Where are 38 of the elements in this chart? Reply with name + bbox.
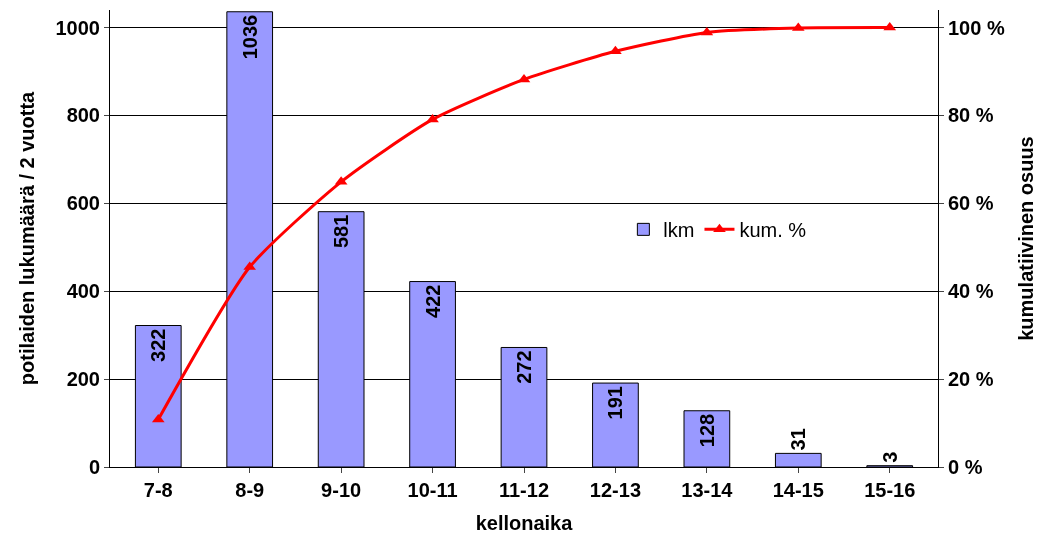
point (426, 113, 439, 123)
legend-label: kum. % (739, 219, 807, 242)
point (700, 26, 714, 36)
x-tick-label: 11-12 (498, 479, 550, 501)
y2-axis-title: kumulatiivinen osuus (1015, 136, 1038, 341)
legend-label: lkm (663, 219, 695, 242)
x-tick-label: 7-8 (143, 479, 173, 501)
x-tick-label: 12-13 (589, 479, 642, 501)
data-label: 128 (695, 413, 718, 448)
y-tick-label: 600 (66, 192, 100, 215)
data-label: 272 (513, 350, 535, 384)
x-tick-label: 14-15 (772, 479, 824, 501)
y-tick-label: 200 (66, 368, 100, 391)
data-label: 322 (147, 328, 170, 362)
x-tick-label: 10-11 (407, 479, 458, 501)
y2-tick-label: 0 % (948, 456, 983, 478)
data-label: 31 (787, 428, 810, 451)
x-axis-title: kellonaika (475, 511, 574, 534)
y2-tick-label: 20 % (948, 368, 994, 391)
data-label: 191 (604, 386, 627, 420)
data-label: 581 (330, 214, 353, 249)
y2-tick-label: 100 % (948, 16, 1005, 39)
y2-tick-label: 80 % (948, 104, 994, 127)
y-tick-label: 400 (66, 280, 100, 303)
x-tick-label: 13-14 (681, 479, 734, 501)
point (517, 73, 531, 83)
y-tick-label: 1000 (55, 16, 100, 39)
y-tick-label: 0 (88, 456, 100, 478)
x-tick-label: 9-10 (321, 479, 362, 501)
x-tick-label: 15-16 (864, 479, 916, 501)
y2-tick-label: 60 % (948, 192, 994, 215)
y2-tick-label: 40 % (948, 280, 994, 303)
data-label: 1036 (238, 14, 261, 60)
x-tick-label: 8-9 (235, 479, 265, 501)
y-axis-title: potilaiden lukumäärä / 2 vuotta (16, 90, 38, 386)
data-label: 422 (421, 284, 444, 318)
y-tick-label: 800 (66, 104, 100, 127)
data-label: 3 (878, 451, 901, 463)
